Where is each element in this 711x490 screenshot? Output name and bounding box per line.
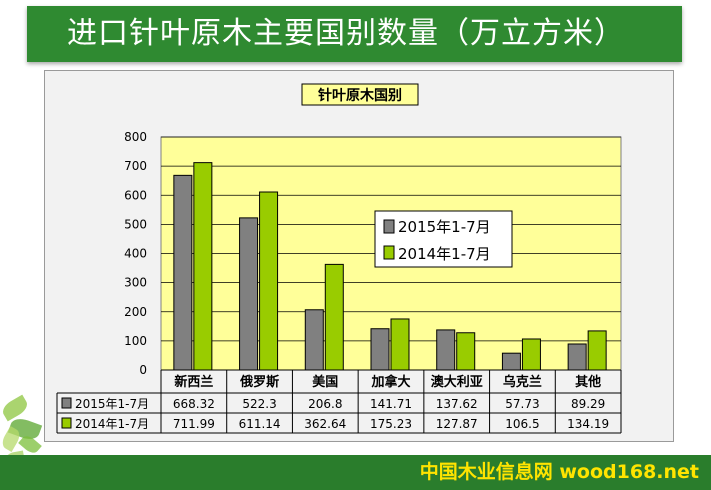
category-label: 加拿大: [370, 374, 410, 390]
legend-label-2015: 2015年1-7月: [398, 218, 491, 236]
table-cell-value: 522.3: [242, 397, 276, 411]
bar-chart: 针叶原木国别 0 100 200 300 400 500 600 700 800 2015年1-…: [56, 83, 622, 434]
y-tick-label: 0: [139, 363, 147, 377]
table-cell-value: 89.29: [571, 397, 605, 411]
bar-2014-0: [193, 162, 213, 371]
bar-2014-3: [390, 318, 410, 371]
bars: [173, 162, 607, 371]
bar-2015-3: [370, 328, 390, 371]
table-cell-value: 175.23: [370, 417, 412, 431]
table-cell-value: 134.19: [567, 417, 609, 431]
table-cell-value: 57.73: [505, 397, 539, 411]
category-label: 其他: [575, 374, 601, 390]
gridlines: [161, 136, 621, 342]
bar-2014-1: [259, 191, 279, 371]
table-cell-value: 106.5: [505, 417, 539, 431]
legend-box: [374, 210, 513, 268]
table-cell-value: 206.8: [308, 397, 342, 411]
bar-2015-6: [567, 343, 587, 371]
category-label: 美国: [312, 374, 338, 390]
table-legend-swatch: [61, 417, 72, 429]
footer-brand: 中国木业信息网 wood168.net: [419, 461, 699, 483]
y-tick-label: 300: [124, 276, 147, 290]
y-tick-label: 400: [124, 247, 147, 261]
table-legend-swatch: [61, 397, 72, 409]
chart-title-box: [301, 83, 419, 106]
table-cell-value: 668.32: [173, 397, 215, 411]
bar-2014-6: [587, 330, 607, 371]
y-tick-label: 200: [124, 305, 147, 319]
slide-title: 进口针叶原木主要国别数量（万立方米）: [27, 6, 682, 62]
category-label: 俄罗斯: [239, 374, 279, 390]
footer-bar: 中国木业信息网 wood168.net: [0, 455, 711, 490]
legend-swatch-2015: [383, 219, 395, 234]
y-tick-label: 800: [124, 130, 147, 144]
chart-legend: 2015年1-7月 2014年1-7月: [374, 210, 513, 268]
table-cell-value: 127.87: [436, 417, 478, 431]
chart-panel: 针叶原木国别 0 100 200 300 400 500 600 700 800 2015年1-…: [44, 70, 674, 442]
table-cell-value: 137.62: [436, 397, 478, 411]
legend-swatch-2014: [383, 245, 395, 260]
category-label: 乌克兰: [503, 374, 542, 390]
table-cell-value: 711.99: [173, 417, 215, 431]
y-tick-label: 500: [124, 217, 147, 231]
category-label: 新西兰: [174, 374, 213, 390]
category-label: 澳大利亚: [431, 374, 483, 390]
decorative-leaf: [0, 394, 31, 422]
table-cell-value: 141.71: [370, 397, 412, 411]
table-cell-value: 611.14: [239, 417, 281, 431]
legend-label-2014: 2014年1-7月: [398, 245, 491, 263]
y-tick-label: 100: [124, 334, 147, 348]
bar-2015-2: [304, 309, 324, 371]
y-tick-label: 700: [124, 159, 147, 173]
table-series-name: 2015年1-7月: [75, 397, 149, 411]
bar-2015-0: [173, 174, 193, 371]
chart-title: 针叶原木国别: [317, 87, 402, 104]
data-table: 新西兰 俄罗斯 美国 加拿大 澳大利亚 乌克兰 其他 2015年1-7月 668.32 522.3…: [56, 370, 622, 434]
bar-2015-4: [436, 329, 456, 371]
table-cell-value: 362.64: [304, 417, 346, 431]
y-tick-label: 600: [124, 188, 147, 202]
bar-2015-5: [501, 352, 521, 371]
bar-2015-1: [239, 217, 259, 371]
bar-2014-4: [456, 332, 476, 371]
y-axis-ticks: 0 100 200 300 400 500 600 700 800: [124, 130, 147, 377]
table-series-name: 2014年1-7月: [75, 417, 149, 431]
bar-2014-5: [521, 338, 541, 371]
bar-2014-2: [324, 263, 344, 371]
